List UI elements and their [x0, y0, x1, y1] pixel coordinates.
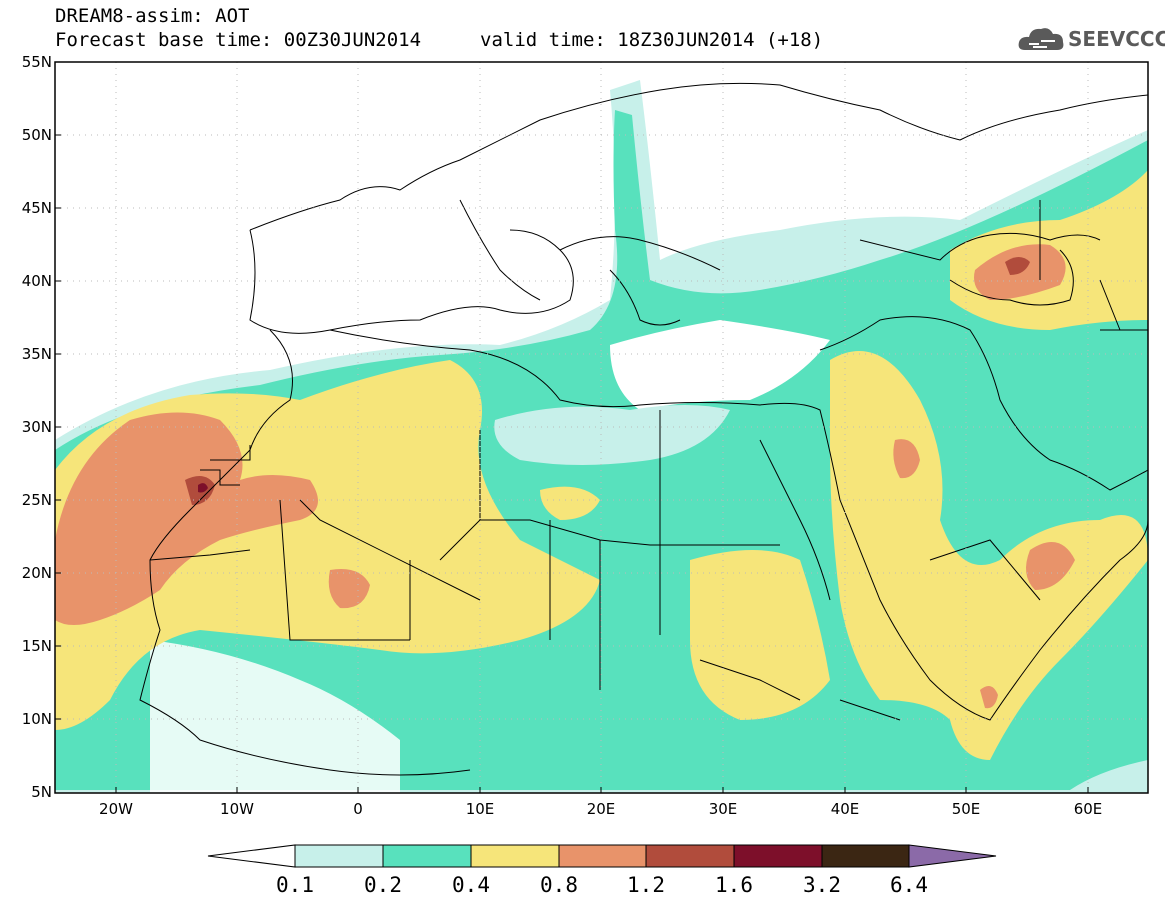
- lon-label-50e: 50E: [951, 800, 981, 818]
- lon-label-20w: 20W: [99, 800, 133, 818]
- lon-label-30e: 30E: [708, 800, 738, 818]
- colorbar-label-0-2: 0.2: [364, 873, 402, 897]
- lon-label-20e: 20E: [586, 800, 616, 818]
- title-line-2: Forecast base time: 00Z30JUN2014: [55, 29, 422, 51]
- lat-label-30n: 30N: [21, 418, 52, 436]
- lat-label-45n: 45N: [21, 199, 52, 217]
- tick-marks: [55, 61, 1089, 793]
- lat-label-40n: 40N: [21, 272, 52, 290]
- cloud-logo-icon: [1018, 28, 1064, 50]
- colorbar-cell-7: [821, 844, 910, 868]
- lat-label-55n: 55N: [21, 53, 52, 71]
- colorbar-cell-1: [294, 844, 384, 868]
- title-line-1: DREAM8-assim: AOT: [55, 5, 250, 27]
- lat-label-15n: 15N: [21, 637, 52, 655]
- colorbar-label-1-2: 1.2: [627, 873, 665, 897]
- colorbar-label-0-8: 0.8: [540, 873, 578, 897]
- lat-label-35n: 35N: [21, 345, 52, 363]
- coastlines: [139, 82, 1148, 776]
- lat-label-50n: 50N: [21, 126, 52, 144]
- lon-label-10w: 10W: [220, 800, 254, 818]
- colorbar-label-1-6: 1.6: [715, 873, 753, 897]
- lon-label-0: 0: [353, 800, 363, 818]
- lon-label-40e: 40E: [830, 800, 860, 818]
- colorbar-cell-3: [470, 844, 560, 868]
- colorbar: [207, 844, 997, 868]
- lon-label-10e: 10E: [465, 800, 495, 818]
- lat-label-5n: 5N: [31, 783, 52, 801]
- colorbar-cell-under: [207, 844, 296, 868]
- lon-label-60e: 60E: [1073, 800, 1103, 818]
- colorbar-cell-4: [558, 844, 647, 868]
- colorbar-label-6-4: 6.4: [890, 873, 928, 897]
- aot-field: [55, 62, 1148, 793]
- colorbar-label-3-2: 3.2: [803, 873, 841, 897]
- lat-label-10n: 10N: [21, 710, 52, 728]
- colorbar-cell-6: [733, 844, 823, 868]
- logo-text: SEEVCCC: [1068, 27, 1165, 51]
- lat-label-20n: 20N: [21, 564, 52, 582]
- lat-label-25n: 25N: [21, 491, 52, 509]
- colorbar-cell-5: [645, 844, 735, 868]
- colorbar-cell-over: [908, 844, 997, 868]
- graticule: [55, 62, 1148, 793]
- colorbar-label-0-1: 0.1: [276, 873, 314, 897]
- valid-time-label: valid time: 18Z30JUN2014 (+18): [480, 29, 824, 51]
- colorbar-label-0-4: 0.4: [452, 873, 490, 897]
- colorbar-cell-2: [382, 844, 472, 868]
